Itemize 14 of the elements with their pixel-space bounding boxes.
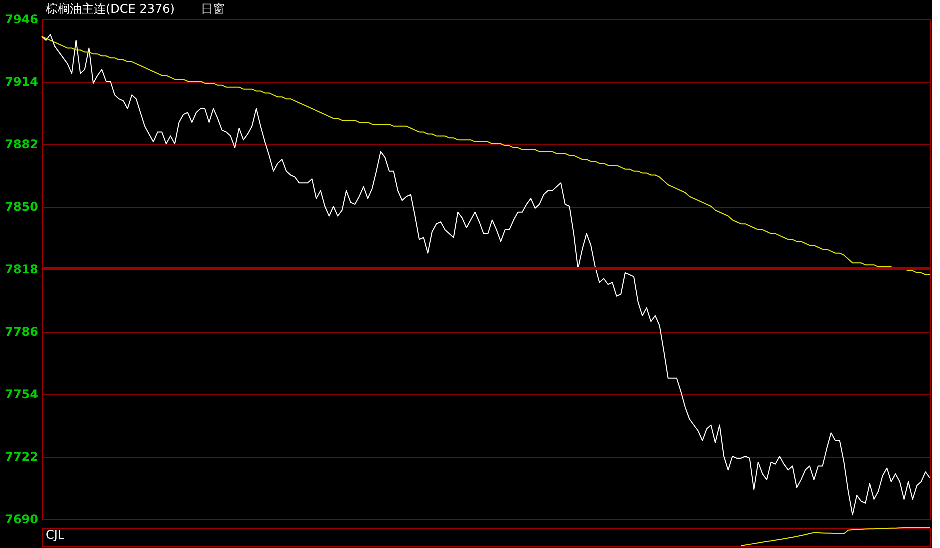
y-tick-label: 7818: [5, 262, 38, 276]
line-series: [42, 36, 930, 276]
y-tick-label: 7754: [5, 388, 38, 402]
y-tick-label: 7690: [5, 512, 38, 526]
text: 日窗: [201, 2, 225, 16]
y-tick-label: 7882: [5, 138, 38, 152]
y-tick-label: 7914: [5, 75, 38, 89]
chart-title: 棕榈油主连(DCE 2376): [46, 2, 175, 16]
y-tick-label: 7786: [5, 325, 38, 339]
y-tick-label: 7722: [5, 450, 38, 464]
y-tick-label: 7850: [5, 200, 38, 214]
y-tick-label: 7946: [5, 12, 38, 26]
line-series: [42, 34, 930, 516]
chart-title: CJL: [46, 528, 65, 542]
